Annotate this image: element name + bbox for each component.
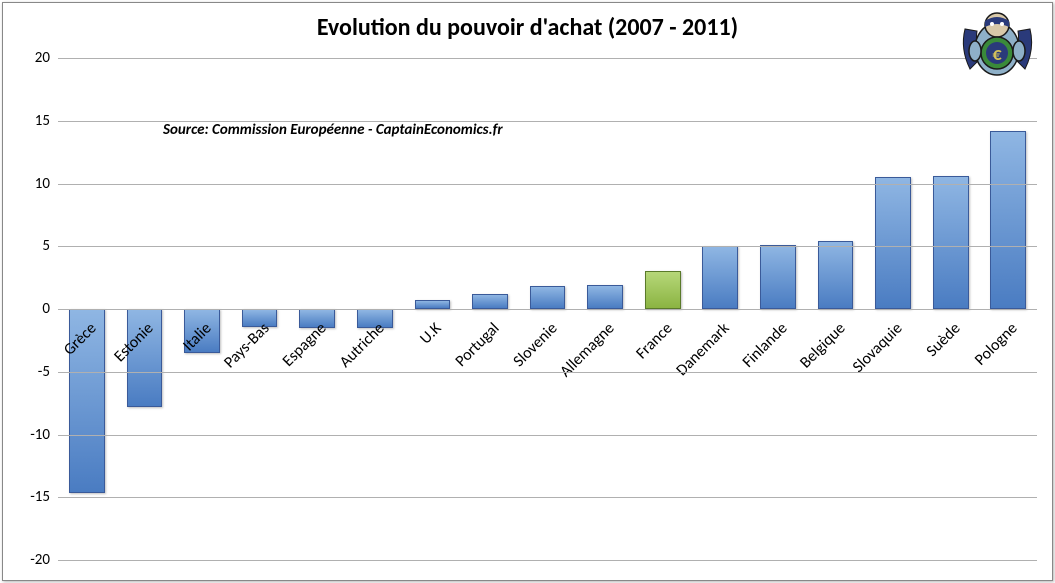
eye-l xyxy=(990,22,994,26)
y-tick-label: -15 xyxy=(30,488,50,506)
gridline xyxy=(58,372,1037,373)
gridline xyxy=(58,309,1037,310)
y-tick-label: 15 xyxy=(35,112,50,130)
y-tick-label: -20 xyxy=(30,551,50,569)
y-tick-label: 5 xyxy=(42,237,50,255)
bar xyxy=(587,285,623,309)
bar xyxy=(530,286,566,309)
y-tick-label: 0 xyxy=(42,300,50,318)
y-tick-label: -10 xyxy=(30,426,50,444)
gridline xyxy=(58,435,1037,436)
gridline xyxy=(58,246,1037,247)
logo-mascot: € xyxy=(955,9,1040,87)
bar xyxy=(645,271,681,309)
bar xyxy=(472,294,508,309)
gridline xyxy=(58,560,1037,561)
bar xyxy=(415,300,451,309)
x-label: France xyxy=(632,319,676,363)
arm-l xyxy=(969,41,981,61)
gridline xyxy=(58,184,1037,185)
y-tick-label: 10 xyxy=(35,175,50,193)
y-tick-label: 20 xyxy=(35,49,50,67)
plot-area: GrèceEstonieItaliePays-BasEspagneAutrich… xyxy=(58,58,1037,560)
gridline xyxy=(58,58,1037,59)
chart-title: Evolution du pouvoir d'achat (2007 - 201… xyxy=(3,3,1052,42)
bar xyxy=(933,176,969,309)
bar xyxy=(990,131,1026,309)
gridline xyxy=(58,497,1037,498)
x-label: Suède xyxy=(922,319,964,361)
eye-r xyxy=(1000,22,1004,26)
gridline xyxy=(58,121,1037,122)
bar xyxy=(875,177,911,309)
chart-container: Evolution du pouvoir d'achat (2007 - 201… xyxy=(2,2,1053,581)
arm-r xyxy=(1013,41,1025,61)
euro-icon: € xyxy=(992,43,1002,65)
y-tick-label: -5 xyxy=(38,363,50,381)
x-label: U.K xyxy=(417,319,446,348)
bar xyxy=(818,241,854,309)
bar xyxy=(702,246,738,309)
bar xyxy=(760,245,796,309)
x-label: Pologne xyxy=(971,319,1021,369)
